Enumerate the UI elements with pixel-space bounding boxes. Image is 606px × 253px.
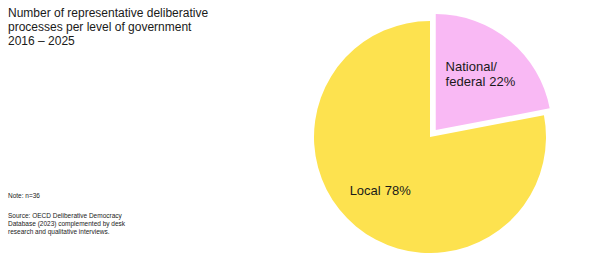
chart-title: Number of representative deliberative pr… — [8, 6, 213, 48]
pie-slice — [436, 14, 550, 130]
category-label: federal — [446, 74, 486, 89]
pie-chart: Local 78% National/federal22% — [0, 0, 606, 253]
value-label: 78% — [385, 183, 411, 198]
note: Note: n=36 — [8, 192, 138, 200]
category-label: Local — [350, 183, 381, 198]
category-label: National/ — [446, 59, 498, 74]
value-label: 22% — [489, 74, 515, 89]
data-label: National/federal22% — [446, 59, 516, 89]
source: Source: OECD Deliberative Democracy Data… — [8, 212, 140, 236]
data-label: Local 78% — [350, 183, 412, 198]
